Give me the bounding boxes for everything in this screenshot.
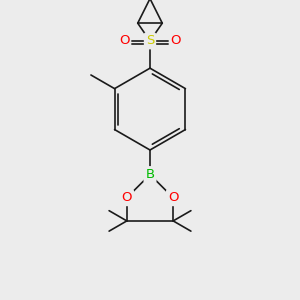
Text: O: O bbox=[119, 34, 129, 47]
Text: B: B bbox=[146, 168, 154, 181]
Text: O: O bbox=[122, 191, 132, 204]
Text: O: O bbox=[168, 191, 178, 204]
Text: S: S bbox=[146, 34, 154, 47]
Text: O: O bbox=[171, 34, 181, 47]
